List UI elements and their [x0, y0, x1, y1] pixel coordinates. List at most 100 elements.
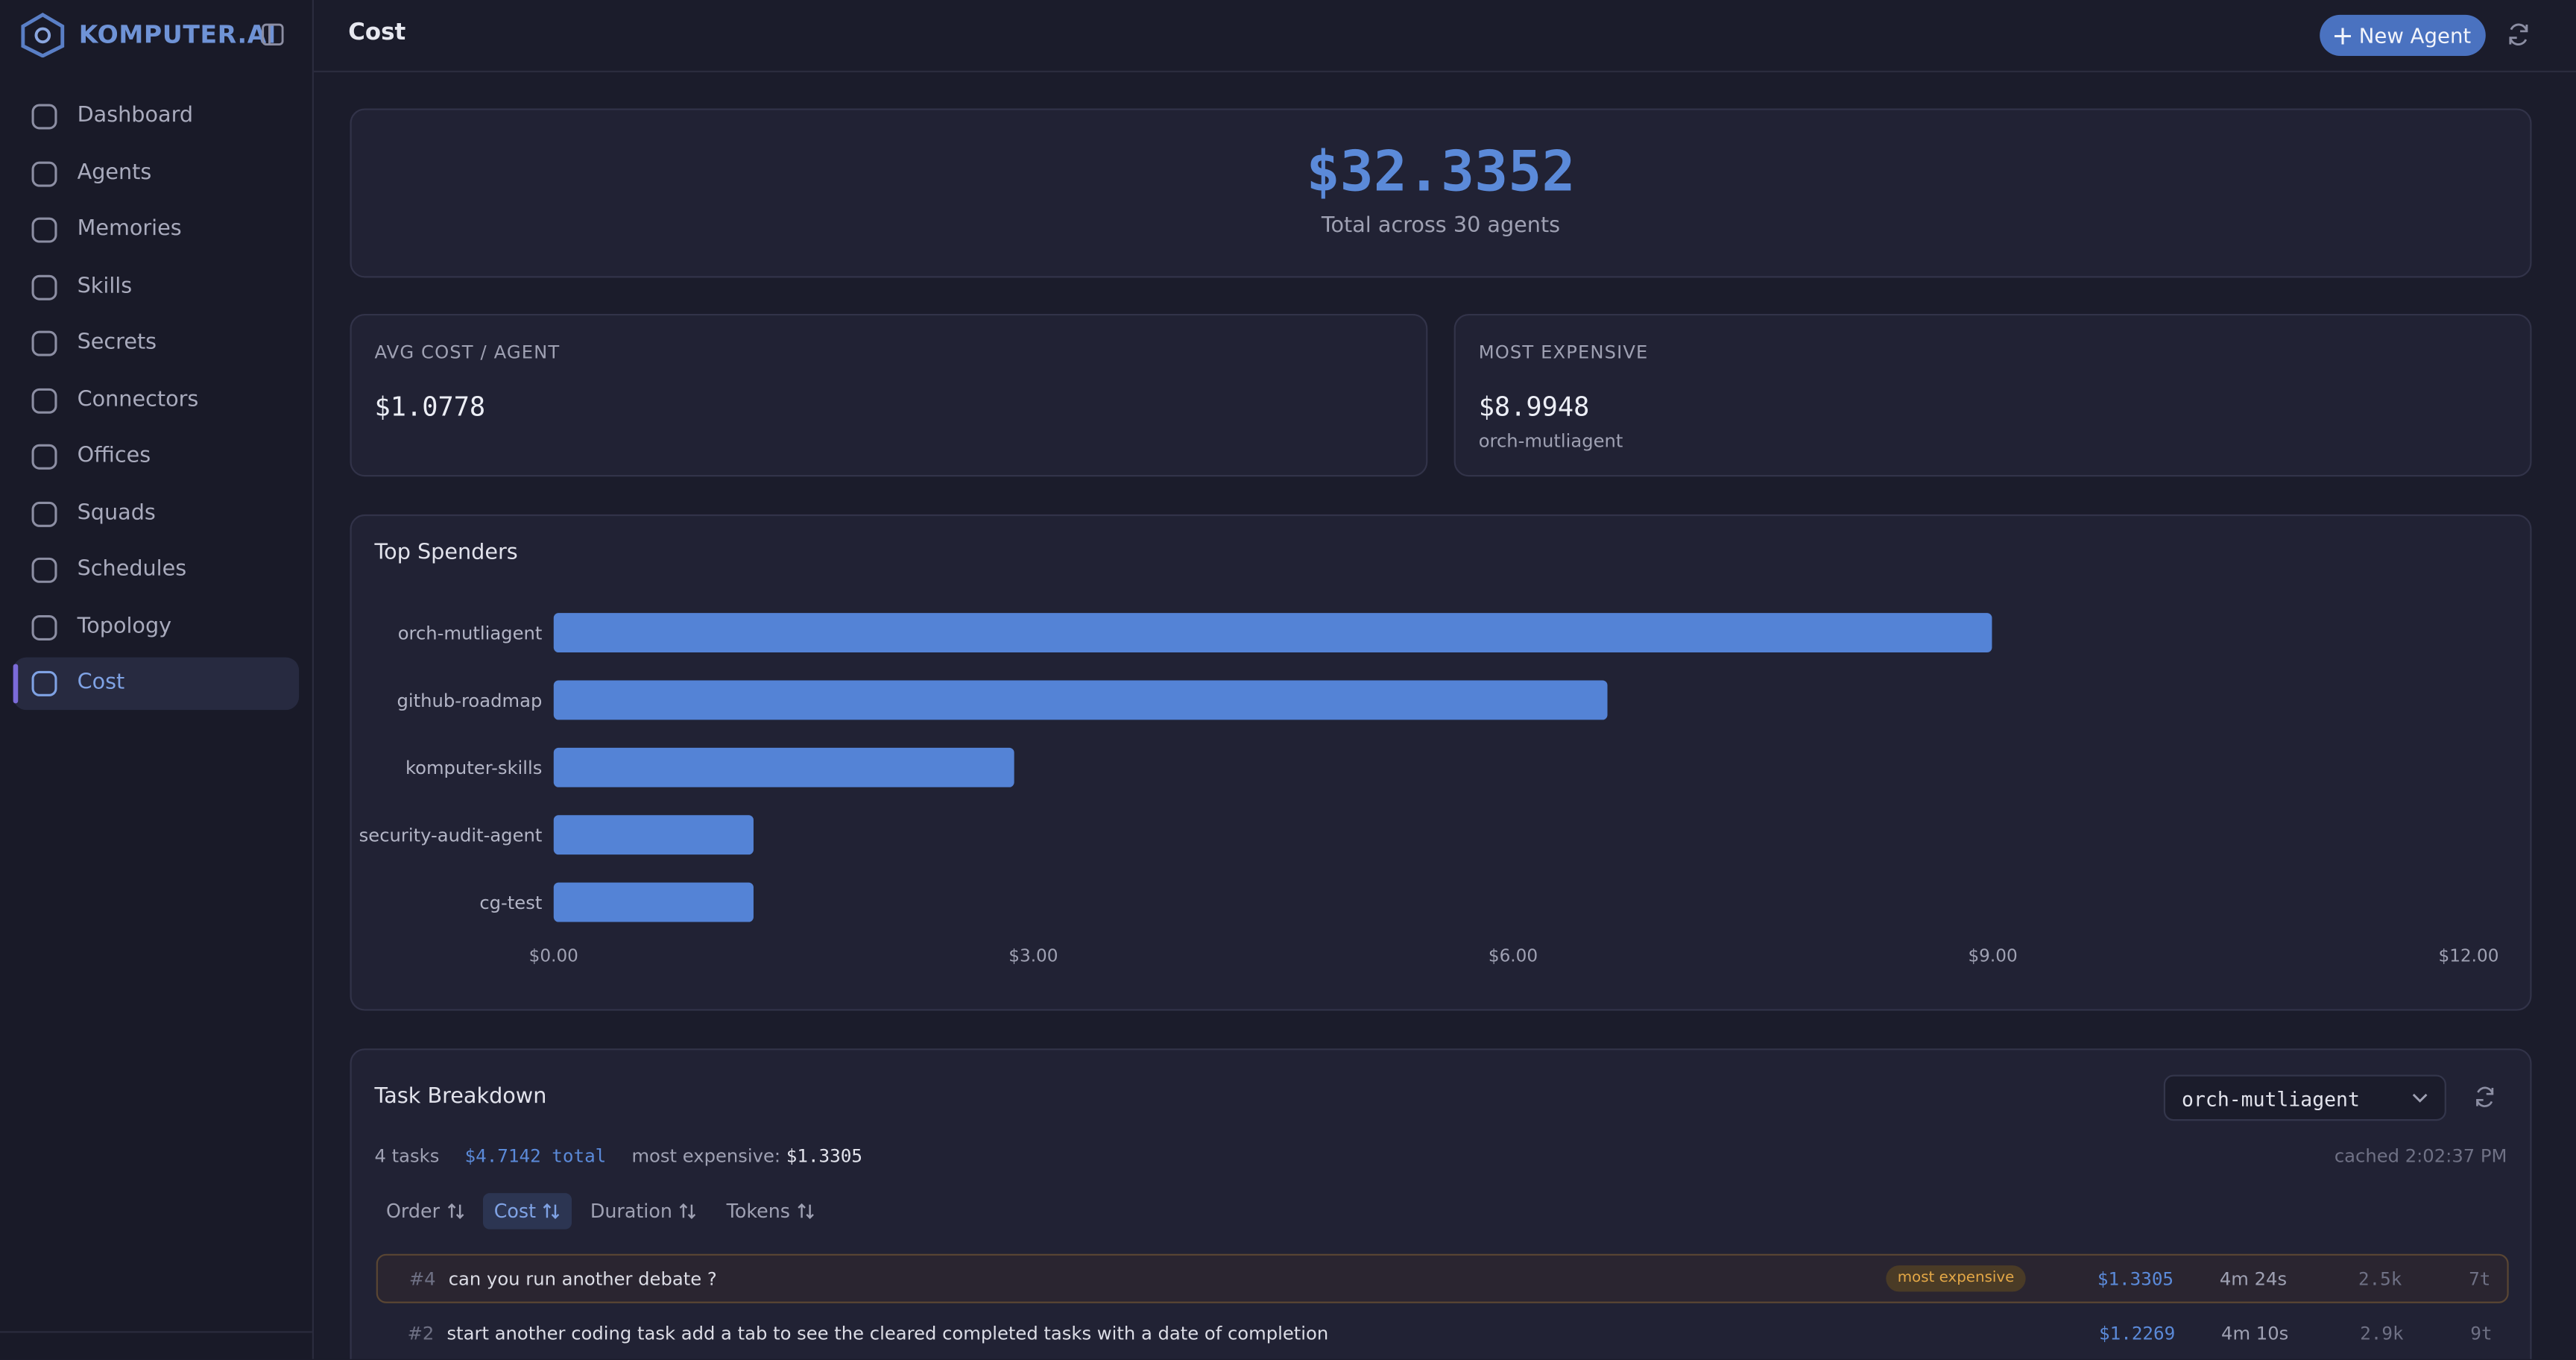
- task-count: 4 tasks: [374, 1145, 440, 1167]
- avg-value: $1.0778: [374, 391, 486, 423]
- task-summary: 4 tasks $4.7142 total most expensive: $1…: [375, 1145, 862, 1167]
- nav-item[interactable]: Squads: [13, 488, 300, 541]
- total-caption: Total across 30 agents: [1321, 213, 1561, 239]
- nav-icon: [31, 330, 57, 356]
- nav-icon-shape: [31, 614, 57, 640]
- nav-icon-shape: [31, 104, 57, 130]
- nav-item[interactable]: Topology: [13, 601, 300, 654]
- task-most-label: most expensive:: [631, 1145, 781, 1167]
- nav-label: Memories: [77, 216, 182, 242]
- plus-icon: [2334, 28, 2351, 45]
- total-value: $32.3352: [1306, 139, 1576, 206]
- most-expensive-label: MOST EXPENSIVE: [1478, 341, 1649, 364]
- category-label: security-audit-agent: [359, 824, 543, 846]
- chart-card: Top Spenders orch-mutliagent github-roadm…: [350, 514, 2532, 1011]
- logo: [21, 13, 65, 58]
- nav-icon-shape: [31, 274, 57, 300]
- sort-arrows: [680, 1203, 696, 1219]
- task-total: $4.7142 total: [464, 1145, 607, 1167]
- bar: [553, 815, 754, 855]
- nav-label: Topology: [77, 614, 172, 639]
- brand: KOMPUTER.AI: [78, 19, 277, 50]
- agent-select[interactable]: orch-mutliagent: [2163, 1074, 2446, 1121]
- nav-label: Connectors: [77, 387, 199, 412]
- task-duration: 4m 10s: [2221, 1323, 2289, 1344]
- nav-item[interactable]: Dashboard: [13, 90, 300, 143]
- bar: [553, 613, 1992, 653]
- nav-item[interactable]: Offices: [13, 430, 300, 483]
- task-tokens: 2.5k: [2358, 1268, 2402, 1291]
- task-row[interactable]: #4 can you run another debate ? most expen…: [376, 1253, 2509, 1303]
- task-id: #4: [408, 1268, 436, 1291]
- chevron: [2412, 1093, 2428, 1103]
- nav-label: Skills: [77, 273, 133, 299]
- nav-icon-shape: [31, 160, 57, 186]
- sort-button[interactable]: Order: [375, 1193, 476, 1229]
- agent-select-value: orch-mutliagent: [2182, 1088, 2360, 1111]
- x-tick-label: $6.00: [1489, 946, 1538, 966]
- task-row[interactable]: #2 start another coding task add a tab to…: [376, 1310, 2509, 1359]
- x-tick-label: $3.00: [1008, 946, 1058, 966]
- nav-item[interactable]: Schedules: [13, 544, 300, 597]
- nav-item[interactable]: Skills: [13, 260, 300, 313]
- avg-label: AVG COST / AGENT: [374, 341, 561, 364]
- sort-button[interactable]: Cost: [482, 1193, 572, 1230]
- nav-item[interactable]: Memories: [13, 204, 300, 256]
- badge: most expensive: [1886, 1265, 2026, 1292]
- nav-icon-shape: [31, 670, 57, 696]
- nav-icon: [31, 160, 57, 186]
- nav-icon-shape: [31, 444, 57, 470]
- sort-button[interactable]: Duration: [578, 1193, 708, 1229]
- nav-icon: [31, 274, 57, 300]
- nav-item[interactable]: Agents: [13, 147, 300, 200]
- badge-label: most expensive: [1897, 1270, 2015, 1287]
- sort-bar: Order Cost Duration Tokens: [375, 1193, 1032, 1230]
- nav-label: Secrets: [77, 330, 157, 356]
- x-tick-label: $12.00: [2439, 946, 2499, 966]
- bar-chart: orch-mutliagent github-roadmap komputer-sk…: [359, 613, 2499, 966]
- task-refresh[interactable]: [2474, 1086, 2496, 1108]
- sort-button[interactable]: Tokens: [715, 1193, 826, 1229]
- sort-arrows: [798, 1203, 814, 1219]
- new-agent-label: New Agent: [2358, 22, 2472, 48]
- task-cost: $1.3305: [2097, 1268, 2174, 1291]
- nav-icon: [31, 670, 57, 696]
- task-card: Task Breakdown orch-mutliagent 4 tasks $…: [350, 1048, 2532, 1359]
- task-turns: 9t: [2470, 1323, 2493, 1344]
- task-text: start another coding task add a tab to s…: [446, 1323, 1329, 1344]
- nav-label: Agents: [77, 160, 152, 185]
- nav-label: Squads: [77, 500, 156, 526]
- sidebar: KOMPUTER.AI Dashboard Agents Memories Skill…: [0, 0, 314, 1359]
- nav-item[interactable]: Cost: [13, 657, 300, 711]
- nav-icon-shape: [31, 500, 57, 526]
- chart-title: Top Spenders: [374, 541, 518, 566]
- x-tick-label: $0.00: [529, 946, 578, 966]
- sort-arrows: [543, 1203, 560, 1219]
- nav-icon: [31, 557, 57, 583]
- sort-arrows: [447, 1203, 464, 1219]
- nav-item[interactable]: Secrets: [13, 317, 300, 370]
- task-title: Task Breakdown: [374, 1084, 547, 1109]
- task-id: #2: [407, 1323, 435, 1344]
- nav-icon: [31, 104, 57, 130]
- most-expensive-agent: orch-mutliagent: [1478, 430, 1623, 453]
- nav-icon: [31, 500, 57, 526]
- most-expensive-value: $8.9948: [1478, 391, 1590, 423]
- new-agent-button[interactable]: New Agent: [2320, 14, 2486, 56]
- task-cost: $1.2269: [2099, 1323, 2176, 1344]
- avg-card: AVG COST / AGENT $1.0778: [350, 313, 1428, 477]
- most-expensive-card: MOST EXPENSIVE $8.9948 orch-mutliagent: [1453, 313, 2532, 477]
- nav-icon-shape: [31, 330, 57, 356]
- sort-label: Cost: [493, 1199, 537, 1223]
- sort-icon: [680, 1203, 696, 1219]
- nav-item[interactable]: Connectors: [13, 374, 300, 426]
- total-card: $32.3352 Total across 30 agents: [350, 108, 2532, 278]
- refresh-icon[interactable]: [2507, 23, 2530, 46]
- collapse-icon[interactable]: [261, 23, 284, 46]
- bar: [553, 882, 754, 922]
- sidebar-footer: [0, 1331, 312, 1333]
- task-text: can you run another debate ?: [448, 1268, 717, 1291]
- topbar: Cost New Agent: [313, 0, 2576, 72]
- sort-label: Duration: [590, 1199, 672, 1223]
